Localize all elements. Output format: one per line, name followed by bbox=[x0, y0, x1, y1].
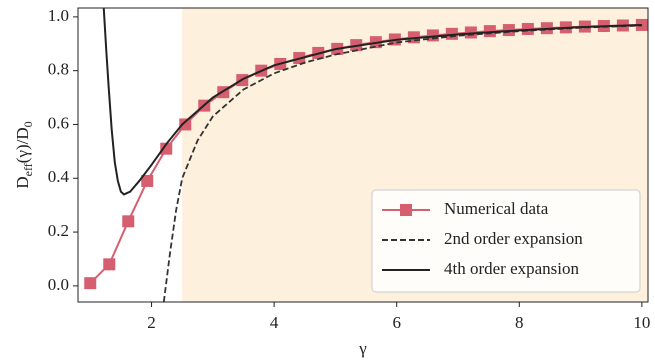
data-point bbox=[160, 142, 173, 155]
x-tick-label: 4 bbox=[270, 313, 279, 332]
y-label-part: 0 bbox=[21, 121, 35, 127]
y-tick-label: 0.8 bbox=[48, 60, 69, 79]
y-label-part: eff bbox=[21, 163, 35, 176]
legend-box bbox=[371, 189, 641, 293]
y-tick-label: 0.0 bbox=[48, 275, 69, 294]
y-tick-label: 0.4 bbox=[48, 167, 70, 186]
y-tick-label: 0.6 bbox=[48, 113, 69, 132]
data-point bbox=[141, 174, 154, 187]
data-point bbox=[122, 215, 135, 228]
y-axis-label: Deff(γ)/D0 bbox=[13, 121, 35, 188]
y-tick-label: 1.0 bbox=[48, 6, 69, 25]
series-line bbox=[102, 8, 642, 196]
y-label-part: (γ)/D bbox=[13, 127, 32, 163]
x-tick-label: 2 bbox=[147, 313, 156, 332]
legend-label: 4th order expansion bbox=[444, 259, 580, 278]
axes-frame bbox=[77, 7, 649, 303]
data-point bbox=[179, 118, 192, 131]
y-label-part: D bbox=[13, 176, 32, 188]
data-point bbox=[103, 258, 116, 271]
x-tick-label: 6 bbox=[392, 313, 401, 332]
y-tick-label: 0.2 bbox=[48, 221, 69, 240]
x-axis-label: γ bbox=[358, 339, 367, 358]
legend-label: 2nd order expansion bbox=[444, 229, 583, 248]
legend-marker bbox=[400, 204, 412, 216]
data-point bbox=[84, 277, 97, 290]
data-point bbox=[483, 25, 496, 38]
legend: Numerical data 2nd order expansion 4th ord… bbox=[371, 189, 641, 293]
x-tick-label: 10 bbox=[633, 313, 650, 332]
x-tick-label: 8 bbox=[515, 313, 524, 332]
legend-label: Numerical data bbox=[444, 199, 549, 218]
